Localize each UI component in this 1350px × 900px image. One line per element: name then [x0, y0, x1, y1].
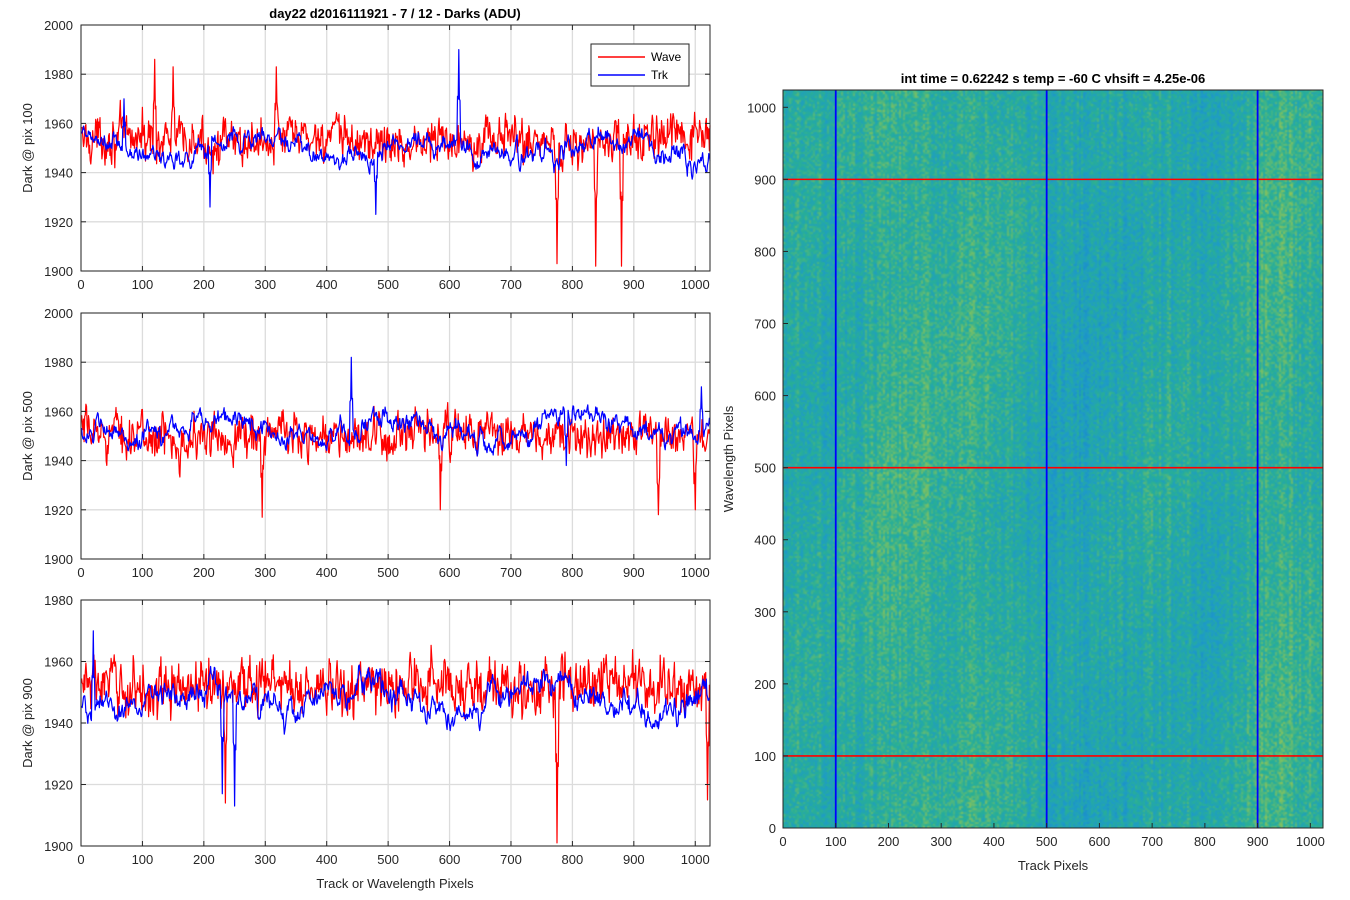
x-tick-label: 900 — [623, 565, 645, 580]
x-tick-label: 0 — [779, 834, 786, 849]
figure-title: day22 d2016111921 - 7 / 12 - Darks (ADU) — [269, 6, 520, 21]
x-tick-label: 1000 — [681, 565, 710, 580]
x-tick-label: 100 — [825, 834, 847, 849]
plot-frame — [80, 24, 711, 272]
y-tick-label: 900 — [754, 172, 776, 187]
x-axis-label: Track or Wavelength Pixels — [316, 876, 474, 891]
x-tick-label: 300 — [930, 834, 952, 849]
x-tick-label: 500 — [377, 852, 399, 867]
line-panel-pix-900: 0 100 200 300 400 500 600 700 800 900 1000 1900 1920… — [20, 593, 711, 891]
y-tick-label: 1960 — [44, 116, 73, 131]
x-tick-label: 400 — [316, 277, 338, 292]
x-tick-label: 100 — [132, 277, 154, 292]
x-tick-label: 700 — [500, 277, 522, 292]
y-tick-label: 400 — [754, 533, 776, 548]
x-tick-label: 700 — [500, 565, 522, 580]
x-tick-label: 1000 — [1296, 834, 1325, 849]
plot-frame — [782, 89, 1324, 829]
y-tick-label: 800 — [754, 244, 776, 259]
y-tick-label: 2000 — [44, 306, 73, 321]
y-tick-label: 1980 — [44, 593, 73, 608]
y-tick-label: 200 — [754, 677, 776, 692]
x-tick-label: 300 — [254, 277, 276, 292]
x-tick-label: 500 — [1036, 834, 1058, 849]
y-tick-label: 1960 — [44, 404, 73, 419]
x-tick-label: 900 — [623, 277, 645, 292]
heatmap-title: int time = 0.62242 s temp = -60 C vhsift… — [901, 71, 1206, 86]
y-axis-label: Dark @ pix 500 — [20, 391, 35, 481]
y-tick-label: 100 — [754, 749, 776, 764]
y-tick-label: 700 — [754, 317, 776, 332]
y-tick-label: 1960 — [44, 655, 73, 670]
x-tick-label: 200 — [878, 834, 900, 849]
y-tick-label: 2000 — [44, 18, 73, 33]
legend: Wave Trk — [590, 43, 690, 87]
x-tick-label: 600 — [439, 277, 461, 292]
x-tick-label: 800 — [1194, 834, 1216, 849]
x-tick-label: 800 — [562, 277, 584, 292]
x-tick-label: 800 — [562, 852, 584, 867]
y-tick-label: 1920 — [44, 503, 73, 518]
plot-frame — [80, 312, 711, 560]
x-tick-label: 1000 — [681, 277, 710, 292]
y-tick-label: 300 — [754, 605, 776, 620]
legend-label-wave: Wave — [651, 50, 682, 64]
series-line-wave — [81, 644, 711, 844]
y-tick-label: 500 — [754, 461, 776, 476]
x-tick-label: 200 — [193, 277, 215, 292]
x-tick-label: 400 — [983, 834, 1005, 849]
y-tick-label: 1920 — [44, 215, 73, 230]
series-line-trk — [81, 48, 711, 215]
x-tick-label: 100 — [132, 852, 154, 867]
x-tick-label: 600 — [1089, 834, 1111, 849]
x-tick-label: 0 — [77, 277, 84, 292]
x-axis-label: Track Pixels — [1018, 858, 1089, 873]
x-tick-label: 0 — [77, 565, 84, 580]
y-axis-label: Dark @ pix 900 — [20, 678, 35, 768]
x-tick-label: 0 — [77, 852, 84, 867]
x-tick-label: 900 — [623, 852, 645, 867]
y-tick-label: 1900 — [44, 839, 73, 854]
x-tick-label: 400 — [316, 852, 338, 867]
x-tick-label: 300 — [254, 852, 276, 867]
y-tick-label: 600 — [754, 389, 776, 404]
y-tick-label: 1900 — [44, 552, 73, 567]
series-line-trk — [81, 630, 711, 807]
legend-box — [590, 43, 690, 87]
series-line-trk — [81, 356, 711, 467]
series-line-wave — [81, 58, 711, 267]
x-tick-label: 600 — [439, 565, 461, 580]
x-tick-label: 200 — [193, 852, 215, 867]
y-tick-label: 1940 — [44, 166, 73, 181]
x-tick-label: 1000 — [681, 852, 710, 867]
line-panel-pix-100: 0 100 200 300 400 500 600 700 800 900 1000 1900 1920… — [20, 6, 711, 292]
x-tick-label: 700 — [500, 852, 522, 867]
heatmap-panel: 0 100 200 300 400 500 600 700 800 900 1000 0 100 200 3… — [721, 71, 1325, 873]
x-tick-label: 700 — [1141, 834, 1163, 849]
y-tick-label: 1900 — [44, 264, 73, 279]
legend-label-trk: Trk — [651, 68, 669, 82]
series-line-wave — [81, 402, 711, 518]
x-tick-label: 900 — [1247, 834, 1269, 849]
y-tick-label: 1980 — [44, 67, 73, 82]
line-panel-pix-500: 0 100 200 300 400 500 600 700 800 900 1000 1900 1920… — [20, 306, 711, 580]
y-axis-label: Dark @ pix 100 — [20, 103, 35, 193]
x-tick-label: 600 — [439, 852, 461, 867]
y-tick-label: 1920 — [44, 778, 73, 793]
y-tick-label: 1000 — [747, 100, 776, 115]
y-tick-label: 1940 — [44, 716, 73, 731]
y-tick-label: 1980 — [44, 355, 73, 370]
x-tick-label: 200 — [193, 565, 215, 580]
x-tick-label: 500 — [377, 277, 399, 292]
y-tick-label: 0 — [769, 821, 776, 836]
x-tick-label: 400 — [316, 565, 338, 580]
x-tick-label: 100 — [132, 565, 154, 580]
y-axis-label: Wavelength Pixels — [721, 405, 736, 512]
y-tick-label: 1940 — [44, 454, 73, 469]
x-tick-label: 500 — [377, 565, 399, 580]
x-tick-label: 800 — [562, 565, 584, 580]
x-tick-label: 300 — [254, 565, 276, 580]
heatmap-image — [783, 90, 1323, 828]
